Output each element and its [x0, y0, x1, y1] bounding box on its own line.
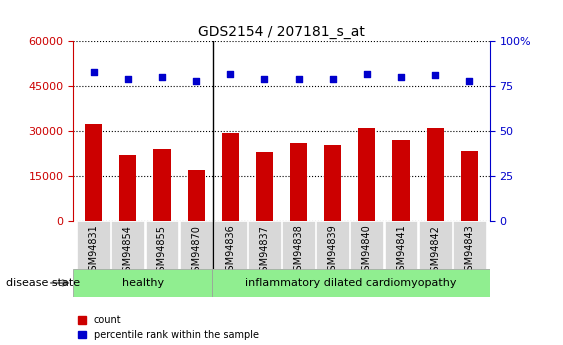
FancyBboxPatch shape — [282, 221, 315, 269]
FancyBboxPatch shape — [73, 269, 212, 297]
Bar — [256, 152, 273, 221]
Bar — [187, 170, 205, 221]
Bar — [290, 143, 307, 221]
Bar — [154, 149, 171, 221]
FancyBboxPatch shape — [419, 221, 452, 269]
Bar — [222, 132, 239, 221]
Text: GSM94855: GSM94855 — [157, 225, 167, 278]
FancyBboxPatch shape — [214, 221, 247, 269]
Point — [191, 78, 200, 83]
Text: GSM94841: GSM94841 — [396, 225, 406, 277]
Bar — [461, 150, 478, 221]
Bar — [85, 124, 102, 221]
Text: GSM94839: GSM94839 — [328, 225, 338, 277]
Text: GSM94842: GSM94842 — [430, 225, 440, 277]
Text: GSM94838: GSM94838 — [293, 225, 303, 277]
Title: GDS2154 / 207181_s_at: GDS2154 / 207181_s_at — [198, 25, 365, 39]
Text: GSM94837: GSM94837 — [260, 225, 270, 277]
Point — [226, 71, 235, 77]
Point — [123, 76, 132, 82]
Point — [260, 76, 269, 82]
Text: GSM94843: GSM94843 — [464, 225, 474, 277]
FancyBboxPatch shape — [212, 269, 490, 297]
Point — [465, 78, 474, 83]
Bar — [427, 128, 444, 221]
Point — [89, 69, 98, 75]
Point — [431, 73, 440, 78]
FancyBboxPatch shape — [453, 221, 486, 269]
Legend: count, percentile rank within the sample: count, percentile rank within the sample — [78, 315, 258, 340]
Bar — [358, 128, 376, 221]
FancyBboxPatch shape — [77, 221, 110, 269]
Point — [294, 76, 303, 82]
Text: inflammatory dilated cardiomyopathy: inflammatory dilated cardiomyopathy — [245, 278, 457, 288]
FancyBboxPatch shape — [248, 221, 281, 269]
Text: healthy: healthy — [122, 278, 164, 288]
Text: GSM94854: GSM94854 — [123, 225, 133, 277]
Bar — [392, 140, 409, 221]
FancyBboxPatch shape — [180, 221, 212, 269]
Point — [158, 75, 167, 80]
Point — [396, 75, 405, 80]
FancyBboxPatch shape — [111, 221, 144, 269]
Text: disease state: disease state — [6, 278, 80, 288]
FancyBboxPatch shape — [385, 221, 417, 269]
FancyBboxPatch shape — [316, 221, 349, 269]
Bar — [119, 155, 136, 221]
FancyBboxPatch shape — [351, 221, 383, 269]
FancyBboxPatch shape — [146, 221, 178, 269]
Text: GSM94836: GSM94836 — [225, 225, 235, 277]
Point — [363, 71, 372, 77]
Point — [328, 76, 337, 82]
Text: GSM94831: GSM94831 — [89, 225, 99, 277]
Text: GSM94870: GSM94870 — [191, 225, 201, 277]
Bar — [324, 145, 341, 221]
Text: GSM94840: GSM94840 — [362, 225, 372, 277]
